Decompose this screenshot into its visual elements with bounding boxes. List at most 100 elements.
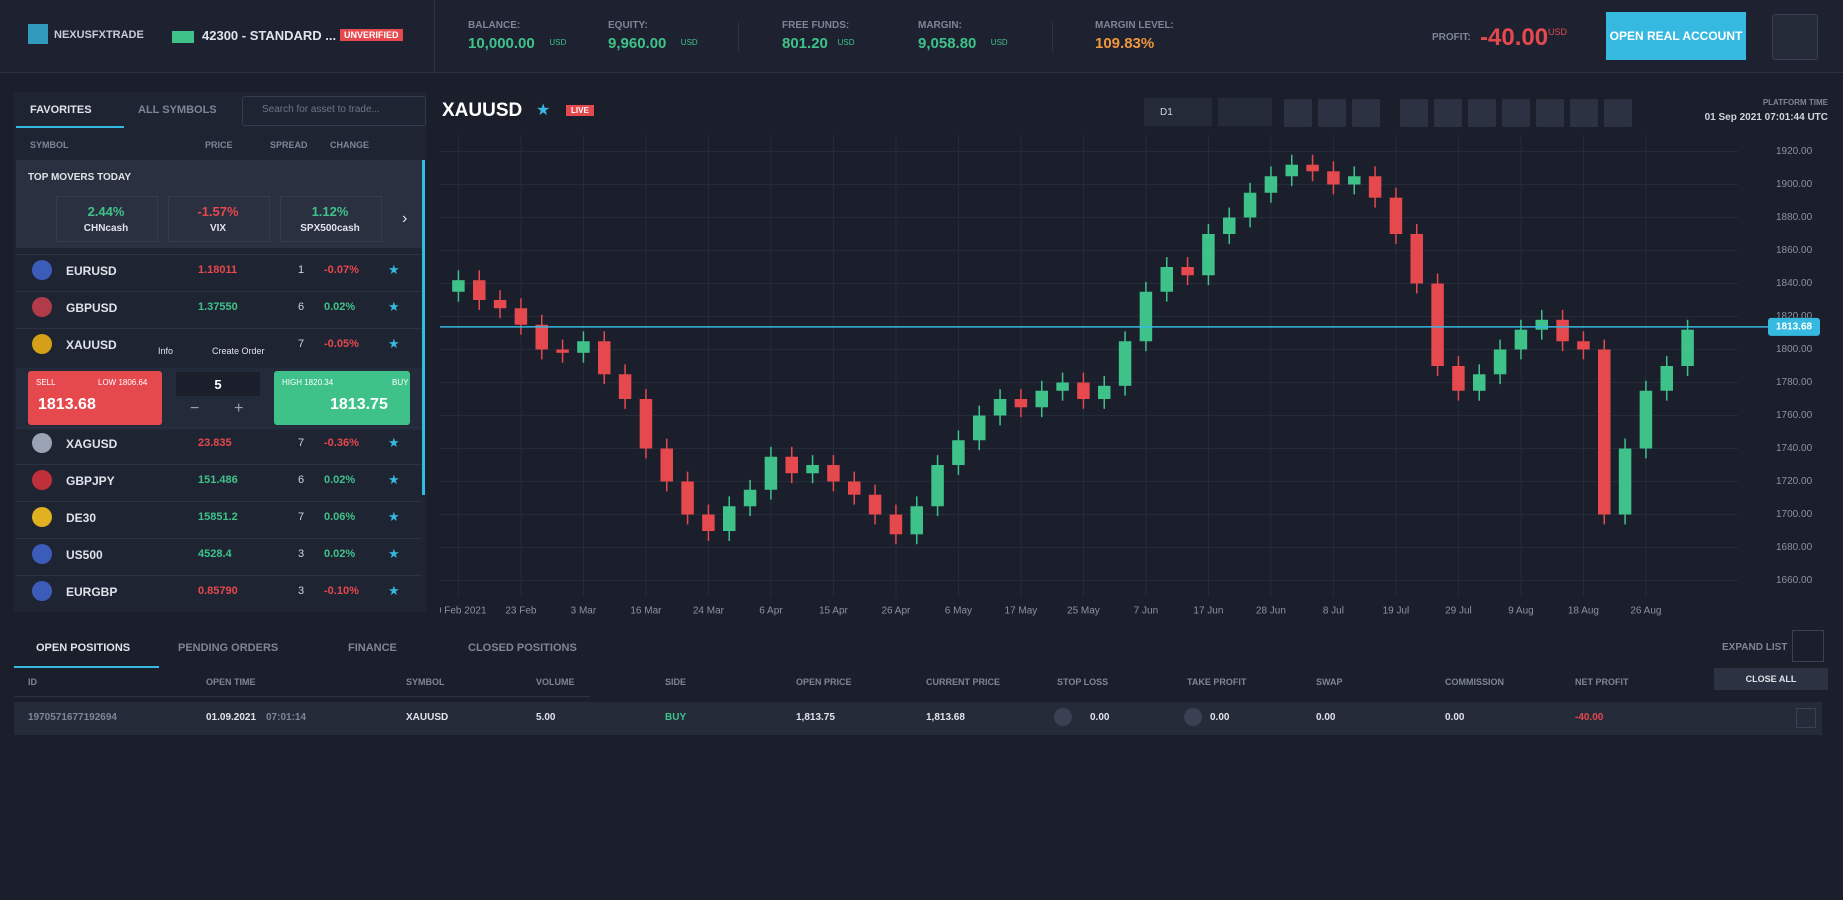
symbol-flag <box>32 297 52 317</box>
close-position[interactable] <box>1796 708 1816 728</box>
symbol[interactable]: EURUSD <box>66 264 117 278</box>
x-tick-label: 8 Jul <box>1323 606 1344 617</box>
candle-body <box>1243 192 1257 218</box>
x-tick-label: 16 Mar <box>630 606 662 617</box>
positions-tab[interactable]: PENDING ORDERS <box>178 642 279 654</box>
symbol[interactable]: DE30 <box>66 511 97 525</box>
symbol[interactable]: GBPJPY <box>66 474 115 488</box>
quantity-plus[interactable]: + <box>234 400 244 417</box>
favorite-star[interactable]: ★ <box>388 583 400 598</box>
positions-tab[interactable]: CLOSED POSITIONS <box>468 642 577 654</box>
candle-body <box>1223 217 1236 234</box>
expand-button[interactable] <box>1792 630 1824 662</box>
candle-body <box>1181 267 1194 276</box>
account-select[interactable]: 42300 - STANDARD ... <box>202 28 337 43</box>
candle-body <box>702 514 715 531</box>
candle-body <box>1056 382 1069 391</box>
x-tick-label: 6 May <box>945 606 972 617</box>
symbol[interactable]: GBPUSD <box>66 301 118 315</box>
divider <box>738 22 739 52</box>
chart-type-select[interactable] <box>1218 98 1272 126</box>
sell-button[interactable] <box>28 371 162 425</box>
candle-body <box>1556 319 1569 342</box>
mover-card[interactable] <box>168 196 270 242</box>
watchlist-tab[interactable]: FAVORITES <box>30 104 92 116</box>
buy-button[interactable] <box>274 371 410 425</box>
y-tick-label: 1780.00 <box>1776 377 1813 388</box>
cell: 1970571677192694 <box>28 712 117 723</box>
stat-label: BALANCE: <box>468 20 521 31</box>
open-real-account-button[interactable]: OPEN REAL ACCOUNT <box>1606 12 1746 60</box>
create-order-button[interactable]: Create Order <box>212 346 265 356</box>
candle-body <box>785 456 798 474</box>
favorite-star[interactable]: ★ <box>388 509 400 524</box>
toolbar-button[interactable] <box>1318 99 1346 127</box>
candle-body <box>660 448 673 482</box>
positions-row-bg <box>14 702 1822 735</box>
search-box[interactable] <box>242 96 426 126</box>
toolbar-button[interactable] <box>1400 99 1428 127</box>
favorite-star[interactable]: ★ <box>536 102 551 119</box>
favorite-star[interactable]: ★ <box>388 435 400 450</box>
x-tick-label: 6 Apr <box>759 606 783 617</box>
profit-unit: USD <box>1548 27 1568 37</box>
favorite-star[interactable]: ★ <box>388 336 400 351</box>
take-profit-add[interactable] <box>1184 708 1202 726</box>
toolbar-button[interactable] <box>1284 99 1312 127</box>
candle-body <box>681 481 694 515</box>
y-tick-label: 1820.00 <box>1776 311 1813 322</box>
symbol[interactable]: XAGUSD <box>66 437 118 451</box>
toolbar-button[interactable] <box>1604 99 1632 127</box>
change: -0.10% <box>324 585 359 597</box>
expand-list[interactable]: EXPAND LIST <box>1722 642 1788 653</box>
buy-label: BUY <box>392 378 409 387</box>
toolbar-button[interactable] <box>1468 99 1496 127</box>
cell: 0.00 <box>1090 712 1110 723</box>
quantity: 5 <box>214 377 222 392</box>
y-tick-label: 1840.00 <box>1776 278 1813 289</box>
stop-loss-add[interactable] <box>1054 708 1072 726</box>
close-all-button[interactable]: CLOSE ALL <box>1714 668 1828 690</box>
candle-body <box>1285 164 1298 177</box>
quantity-input[interactable] <box>176 372 260 396</box>
price: 0.85790 <box>198 585 238 597</box>
candle-body <box>452 280 465 292</box>
quantity-minus[interactable]: − <box>190 400 200 417</box>
movers-next[interactable]: › <box>402 210 408 227</box>
favorite-star[interactable]: ★ <box>388 299 400 314</box>
mover-card[interactable] <box>280 196 382 242</box>
favorite-star[interactable]: ★ <box>388 472 400 487</box>
toolbar-button[interactable] <box>1352 99 1380 127</box>
watchlist-tab[interactable]: ALL SYMBOLS <box>138 104 217 116</box>
toolbar-button[interactable] <box>1502 99 1530 127</box>
favorite-star[interactable]: ★ <box>388 262 400 277</box>
candle-body <box>1473 374 1486 391</box>
symbol[interactable]: US500 <box>66 548 103 562</box>
stat-value: 9,960.00 <box>608 35 667 52</box>
spread: 1 <box>298 264 305 276</box>
mover-card[interactable] <box>56 196 158 242</box>
info-button[interactable]: Info <box>158 346 174 356</box>
user-button[interactable] <box>1772 14 1818 60</box>
candle-body <box>993 399 1007 416</box>
toolbar-button[interactable] <box>1536 99 1564 127</box>
favorite-star[interactable]: ★ <box>388 546 400 561</box>
toolbar-button[interactable] <box>1570 99 1598 127</box>
candle-body <box>618 374 632 399</box>
symbol[interactable]: XAUUSD <box>66 338 117 352</box>
positions-tab[interactable]: OPEN POSITIONS <box>36 642 131 654</box>
candle-body <box>535 324 548 350</box>
toolbar-button[interactable] <box>1434 99 1462 127</box>
top-movers-title: TOP MOVERS TODAY <box>28 172 131 183</box>
logo: NEXUSFXTRADE <box>54 29 144 41</box>
candle-body <box>723 506 736 531</box>
positions-tab[interactable]: FINANCE <box>348 642 397 654</box>
symbol[interactable]: EURGBP <box>66 585 118 599</box>
candle-body <box>1306 164 1319 172</box>
x-tick-label: 9 Aug <box>1508 606 1534 617</box>
x-tick-label: 18 Aug <box>1568 606 1599 617</box>
row-separator <box>16 328 422 329</box>
timeframe-select[interactable] <box>1144 98 1212 126</box>
cell: 07:01:14 <box>266 712 307 723</box>
